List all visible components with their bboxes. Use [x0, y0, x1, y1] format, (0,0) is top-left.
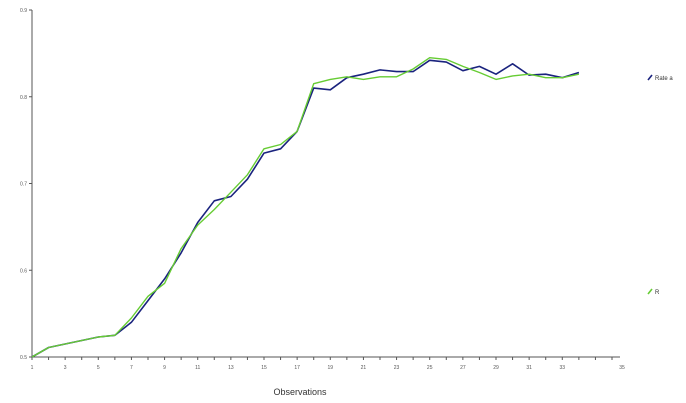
- x-tick-label: 27: [460, 365, 466, 371]
- y-tick-label: 0.5: [20, 355, 27, 361]
- series-line-rate-a: [31, 59, 580, 358]
- x-tick-label: 7: [130, 365, 133, 371]
- y-tick-label: 0.8: [20, 95, 27, 101]
- legend-label: R: [655, 290, 660, 296]
- x-tick-label: 35: [619, 365, 625, 371]
- x-tick-label: 13: [228, 365, 234, 371]
- x-tick-label: 29: [493, 365, 499, 371]
- x-tick-label: 19: [328, 365, 334, 371]
- legend: Rate a R: [647, 74, 673, 296]
- legend-swatch: [647, 74, 653, 81]
- x-tick-label: 1: [31, 365, 34, 371]
- y-tick-label: 0.6: [20, 268, 27, 274]
- series-line-r: [31, 57, 580, 358]
- x-tick-label: 33: [560, 365, 566, 371]
- x-tick-label: 23: [394, 365, 400, 371]
- x-axis-title: Observations: [273, 387, 327, 397]
- x-tick-label: 11: [195, 365, 200, 371]
- x-tick-label: 17: [294, 365, 300, 371]
- x-tick-label: 5: [97, 365, 100, 371]
- y-tick-label: 0.7: [20, 182, 27, 188]
- series-lines: [31, 57, 580, 358]
- x-axis-ticks: 1 3 5 7 9 11 13 15 17 19 21 23 25 27 29 31 33 35: [31, 357, 625, 371]
- x-tick-label: 31: [526, 365, 532, 371]
- x-tick-label: 21: [361, 365, 367, 371]
- x-tick-label: 9: [163, 365, 166, 371]
- x-tick-label: 25: [427, 365, 433, 371]
- y-axis-ticks: 0.5 0.6 0.7 0.8 0.9: [20, 8, 32, 361]
- y-tick-label: 0.9: [20, 8, 27, 14]
- x-tick-label: 15: [261, 365, 267, 371]
- legend-swatch: [647, 288, 653, 295]
- x-tick-label: 3: [64, 365, 67, 371]
- plot-area: 0.50.60.70.80.9 1 3 5 7 9 11 13 15 17 19 21 23 25 27 2…: [20, 8, 625, 371]
- legend-label: Rate a: [655, 76, 673, 82]
